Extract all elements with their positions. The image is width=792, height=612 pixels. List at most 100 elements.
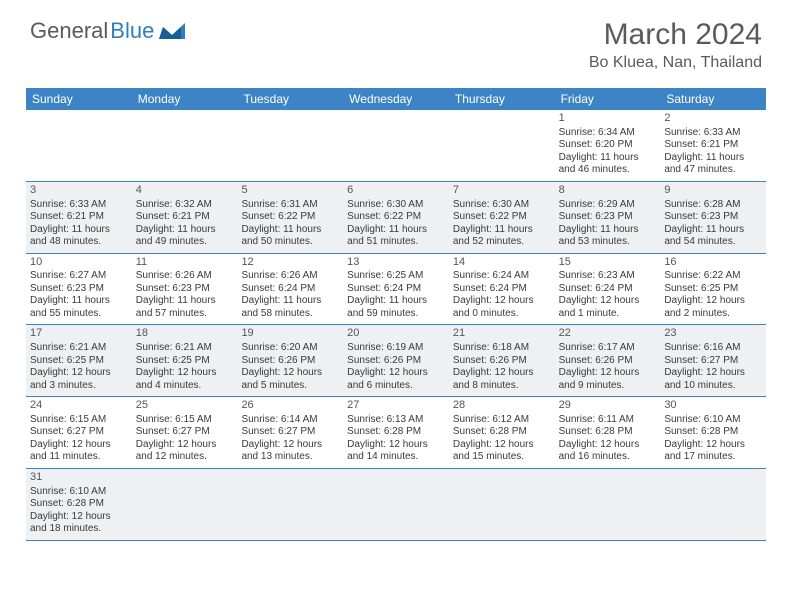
daylight-line-2: and 49 minutes. (136, 236, 234, 249)
daylight-line-2: and 13 minutes. (241, 451, 339, 464)
daylight-line-2: and 12 minutes. (136, 451, 234, 464)
calendar-cell: 3Sunrise: 6:33 AMSunset: 6:21 PMDaylight… (26, 182, 132, 253)
calendar-table: Sunday Monday Tuesday Wednesday Thursday… (26, 88, 766, 541)
weekday-label: Wednesday (343, 88, 449, 110)
daylight-line-2: and 53 minutes. (559, 236, 657, 249)
sunrise-line: Sunrise: 6:18 AM (453, 342, 551, 355)
sunrise-line: Sunrise: 6:31 AM (241, 199, 339, 212)
weekday-label: Tuesday (237, 88, 343, 110)
day-number: 22 (559, 327, 657, 341)
calendar-row: 1Sunrise: 6:34 AMSunset: 6:20 PMDaylight… (26, 110, 766, 182)
daylight-line-1: Daylight: 12 hours (241, 439, 339, 452)
day-number: 4 (136, 184, 234, 198)
calendar-cell: 6Sunrise: 6:30 AMSunset: 6:22 PMDaylight… (343, 182, 449, 253)
daylight-line-1: Daylight: 12 hours (136, 439, 234, 452)
calendar-row: 31Sunrise: 6:10 AMSunset: 6:28 PMDayligh… (26, 469, 766, 541)
calendar-cell: 14Sunrise: 6:24 AMSunset: 6:24 PMDayligh… (449, 254, 555, 325)
sunrise-line: Sunrise: 6:23 AM (559, 270, 657, 283)
day-number: 23 (664, 327, 762, 341)
day-number: 30 (664, 399, 762, 413)
day-number: 26 (241, 399, 339, 413)
daylight-line-1: Daylight: 12 hours (664, 439, 762, 452)
day-number: 21 (453, 327, 551, 341)
sunrise-line: Sunrise: 6:32 AM (136, 199, 234, 212)
calendar-cell (26, 110, 132, 181)
sunrise-line: Sunrise: 6:10 AM (30, 486, 128, 499)
calendar-cell: 2Sunrise: 6:33 AMSunset: 6:21 PMDaylight… (660, 110, 766, 181)
sunset-line: Sunset: 6:22 PM (453, 211, 551, 224)
sunrise-line: Sunrise: 6:21 AM (30, 342, 128, 355)
calendar-cell (449, 469, 555, 540)
calendar-cell (660, 469, 766, 540)
sunset-line: Sunset: 6:25 PM (664, 283, 762, 296)
daylight-line-2: and 6 minutes. (347, 380, 445, 393)
daylight-line-2: and 57 minutes. (136, 308, 234, 321)
sunset-line: Sunset: 6:27 PM (664, 355, 762, 368)
daylight-line-1: Daylight: 12 hours (453, 295, 551, 308)
daylight-line-1: Daylight: 12 hours (453, 367, 551, 380)
sunset-line: Sunset: 6:27 PM (136, 426, 234, 439)
daylight-line-1: Daylight: 11 hours (559, 152, 657, 165)
calendar-cell: 22Sunrise: 6:17 AMSunset: 6:26 PMDayligh… (555, 325, 661, 396)
day-number: 17 (30, 327, 128, 341)
sunrise-line: Sunrise: 6:10 AM (664, 414, 762, 427)
day-number: 29 (559, 399, 657, 413)
daylight-line-1: Daylight: 12 hours (241, 367, 339, 380)
day-number: 9 (664, 184, 762, 198)
sunset-line: Sunset: 6:28 PM (453, 426, 551, 439)
daylight-line-2: and 8 minutes. (453, 380, 551, 393)
day-number: 11 (136, 256, 234, 270)
daylight-line-1: Daylight: 12 hours (664, 295, 762, 308)
day-number: 10 (30, 256, 128, 270)
calendar-cell: 27Sunrise: 6:13 AMSunset: 6:28 PMDayligh… (343, 397, 449, 468)
daylight-line-2: and 1 minute. (559, 308, 657, 321)
title-block: March 2024 Bo Kluea, Nan, Thailand (589, 18, 762, 72)
sunrise-line: Sunrise: 6:30 AM (453, 199, 551, 212)
sunset-line: Sunset: 6:20 PM (559, 139, 657, 152)
sunrise-line: Sunrise: 6:21 AM (136, 342, 234, 355)
calendar-cell: 20Sunrise: 6:19 AMSunset: 6:26 PMDayligh… (343, 325, 449, 396)
day-number: 28 (453, 399, 551, 413)
sunrise-line: Sunrise: 6:26 AM (136, 270, 234, 283)
day-number: 20 (347, 327, 445, 341)
calendar-cell: 29Sunrise: 6:11 AMSunset: 6:28 PMDayligh… (555, 397, 661, 468)
daylight-line-2: and 17 minutes. (664, 451, 762, 464)
sunrise-line: Sunrise: 6:13 AM (347, 414, 445, 427)
daylight-line-2: and 4 minutes. (136, 380, 234, 393)
daylight-line-1: Daylight: 11 hours (30, 295, 128, 308)
sunset-line: Sunset: 6:27 PM (241, 426, 339, 439)
daylight-line-2: and 52 minutes. (453, 236, 551, 249)
sunset-line: Sunset: 6:28 PM (347, 426, 445, 439)
calendar-cell (132, 469, 238, 540)
daylight-line-1: Daylight: 11 hours (241, 224, 339, 237)
calendar-cell: 12Sunrise: 6:26 AMSunset: 6:24 PMDayligh… (237, 254, 343, 325)
calendar-cell: 15Sunrise: 6:23 AMSunset: 6:24 PMDayligh… (555, 254, 661, 325)
day-number: 6 (347, 184, 445, 198)
daylight-line-1: Daylight: 12 hours (664, 367, 762, 380)
sunset-line: Sunset: 6:22 PM (347, 211, 445, 224)
daylight-line-2: and 51 minutes. (347, 236, 445, 249)
daylight-line-2: and 2 minutes. (664, 308, 762, 321)
sunset-line: Sunset: 6:25 PM (30, 355, 128, 368)
calendar-cell: 24Sunrise: 6:15 AMSunset: 6:27 PMDayligh… (26, 397, 132, 468)
daylight-line-2: and 3 minutes. (30, 380, 128, 393)
sunrise-line: Sunrise: 6:15 AM (136, 414, 234, 427)
sunset-line: Sunset: 6:28 PM (30, 498, 128, 511)
calendar-cell: 26Sunrise: 6:14 AMSunset: 6:27 PMDayligh… (237, 397, 343, 468)
daylight-line-1: Daylight: 11 hours (136, 295, 234, 308)
daylight-line-1: Daylight: 12 hours (30, 439, 128, 452)
daylight-line-2: and 50 minutes. (241, 236, 339, 249)
logo: GeneralBlue (30, 18, 185, 44)
day-number: 8 (559, 184, 657, 198)
day-number: 27 (347, 399, 445, 413)
day-number: 2 (664, 112, 762, 126)
sunrise-line: Sunrise: 6:16 AM (664, 342, 762, 355)
calendar-cell: 9Sunrise: 6:28 AMSunset: 6:23 PMDaylight… (660, 182, 766, 253)
weekday-label: Friday (555, 88, 661, 110)
calendar-cell: 13Sunrise: 6:25 AMSunset: 6:24 PMDayligh… (343, 254, 449, 325)
day-number: 19 (241, 327, 339, 341)
calendar-cell: 23Sunrise: 6:16 AMSunset: 6:27 PMDayligh… (660, 325, 766, 396)
calendar-cell: 30Sunrise: 6:10 AMSunset: 6:28 PMDayligh… (660, 397, 766, 468)
daylight-line-2: and 59 minutes. (347, 308, 445, 321)
sunrise-line: Sunrise: 6:33 AM (664, 127, 762, 140)
